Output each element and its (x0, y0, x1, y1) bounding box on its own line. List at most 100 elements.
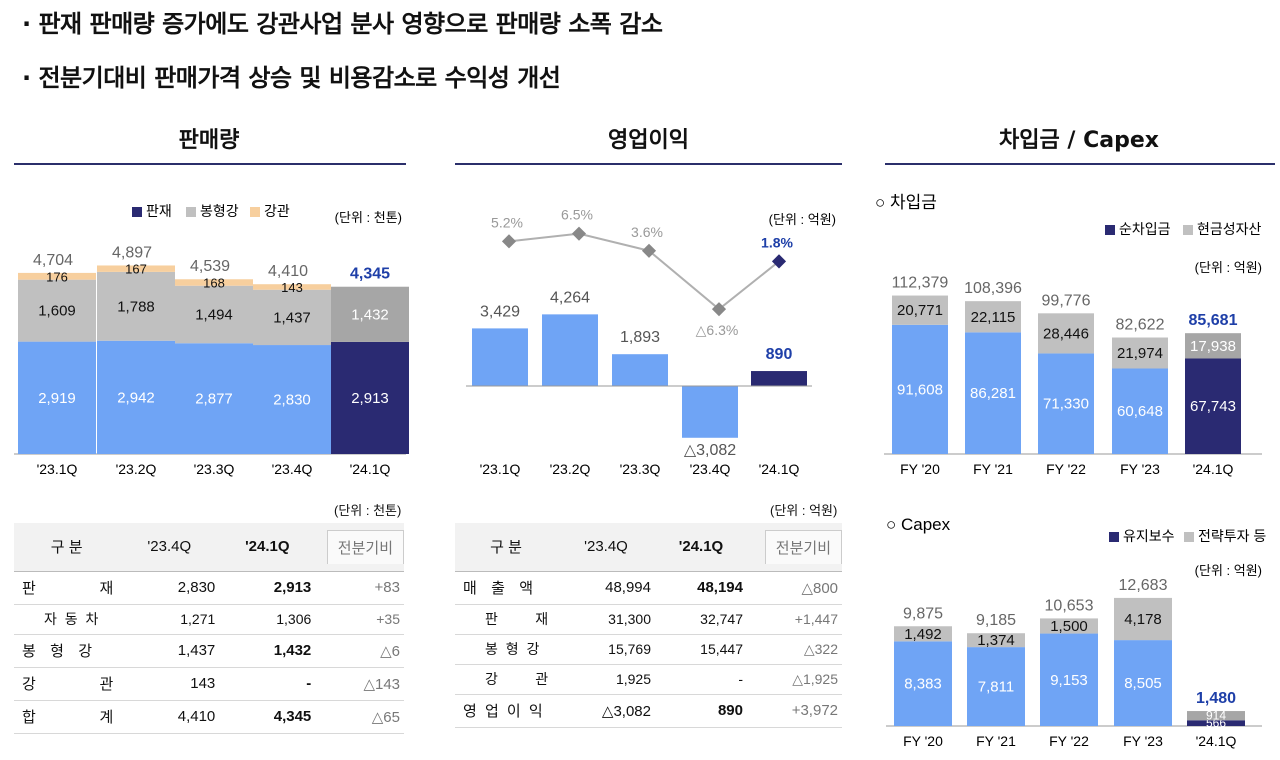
debt-bar-4-0 (1185, 358, 1241, 454)
sales-seg-label-2-2: 168 (203, 275, 225, 290)
debt-unit: (단위 : 억원) (1195, 260, 1262, 275)
header-cmp: 전분기비 (326, 529, 404, 564)
capex-total-0: 9,875 (903, 605, 943, 622)
debt-seg-label-2-0: 71,330 (1043, 396, 1089, 413)
table-row: 판 재 2,830 2,913 +83 (14, 571, 404, 605)
capex-bar-2-1 (1040, 618, 1098, 634)
debt-total-4: 85,681 (1189, 312, 1238, 329)
sales-legend-section-swatch (186, 207, 196, 217)
capex-seg-label-1-1: 1,374 (977, 632, 1015, 649)
op-x-tick-0: '23.1Q (480, 461, 521, 477)
debt-x-tick-2: FY '22 (1046, 461, 1086, 477)
capex-x-tick-4: '24.1Q (1196, 733, 1237, 749)
sales-bar-2-1 (175, 285, 253, 344)
sales-bar-1-0 (97, 340, 175, 454)
op-x-tick-1: '23.2Q (550, 461, 591, 477)
sales-x-tick-2: '23.3Q (194, 461, 235, 477)
bullet-2: · 전분기대비 판매가격 상승 및 비용감소로 수익성 개선 (22, 64, 561, 92)
row-cmp: +3,972 (747, 694, 842, 728)
debt-heading: ○ 차입금 (875, 193, 937, 212)
row-cur: - (219, 667, 316, 701)
header-cur: '24.1Q (655, 523, 747, 572)
row-label: 매 출 액 (455, 571, 557, 605)
row-prev: △3,082 (557, 694, 655, 728)
row-cmp: △800 (747, 571, 842, 605)
op-value-label-2: 1,893 (620, 329, 660, 346)
row-prev: 4,410 (119, 700, 220, 734)
capex-bar-4-1 (1187, 711, 1245, 721)
row-prev: 1,271 (119, 604, 220, 635)
debt-total-0: 112,379 (892, 275, 949, 292)
sales-x-tick-4: '24.1Q (350, 461, 391, 477)
row-cmp: +35 (315, 604, 404, 635)
capex-legend-strategic-label: 전략투자 등 (1198, 528, 1266, 544)
op-value-label-3: △3,082 (684, 442, 736, 459)
capex-legend-strategic-swatch (1184, 532, 1194, 542)
sales-bar-1-2 (97, 265, 175, 272)
sales-legend-plate-label: 판재 (146, 203, 172, 219)
capex-bar-2-0 (1040, 633, 1098, 726)
debt-bar-2-0 (1038, 353, 1094, 454)
section-title-op: 영업이익 (608, 128, 689, 153)
debt-x-tick-1: FY '21 (973, 461, 1013, 477)
sales-total-3: 4,410 (268, 263, 308, 280)
row-label: 강 관 (14, 667, 120, 701)
sales-seg-label-4-0: 2,913 (351, 390, 389, 407)
capex-seg-label-4-1: 914 (1206, 709, 1226, 723)
row-label: 판 재 (455, 604, 557, 635)
op-margin-point-1 (571, 226, 587, 241)
op-margin-label-1: 6.5% (561, 207, 593, 223)
sales-bar-3-0 (253, 345, 331, 454)
op-table: 구 분 '23.4Q '24.1Q 전분기비 매 출 액 48,994 48,194… (455, 523, 842, 728)
row-label: 봉 형 강 (14, 634, 120, 668)
debt-seg-label-3-0: 60,648 (1117, 403, 1163, 420)
debt-bar-0-0 (892, 324, 948, 454)
capex-seg-label-2-1: 1,500 (1050, 618, 1088, 635)
sales-x-tick-3: '23.4Q (272, 461, 313, 477)
debt-bar-1-1 (965, 301, 1021, 333)
table-row: 봉 형 강 15,769 15,447 △322 (455, 634, 842, 665)
capex-seg-label-1-0: 7,811 (978, 679, 1014, 696)
debt-legend-net-swatch (1105, 225, 1115, 235)
debt-seg-label-1-0: 86,281 (970, 385, 1016, 402)
op-margin-point-2 (641, 243, 657, 258)
capex-total-2: 10,653 (1045, 597, 1094, 614)
row-cur: 890 (655, 694, 747, 728)
table-row: 판 재 31,300 32,747 +1,447 (455, 604, 842, 635)
row-prev: 1,925 (557, 664, 655, 695)
op-margin-label-3: △6.3% (696, 322, 739, 338)
capex-total-4: 1,480 (1196, 690, 1236, 707)
row-cur: 1,432 (219, 634, 316, 668)
capex-unit: (단위 : 억원) (1195, 563, 1262, 578)
header-prev: '23.4Q (557, 523, 655, 572)
debt-bar-3-1 (1112, 337, 1168, 369)
row-prev: 15,769 (557, 634, 655, 665)
debt-legend-cash-swatch (1183, 225, 1193, 235)
sales-bar-0-0 (18, 341, 96, 454)
op-table-header: 구 분 '23.4Q '24.1Q 전분기비 (455, 523, 842, 572)
capex-x-tick-3: FY '23 (1123, 733, 1163, 749)
table-row: 영 업 이 익 △3,082 890 +3,972 (455, 694, 842, 728)
section-title-debt: 차입금 / Capex (999, 128, 1159, 153)
sales-bar-4-1 (331, 286, 409, 342)
capex-seg-label-2-0: 9,153 (1050, 672, 1088, 689)
op-bar-0 (472, 328, 528, 386)
sales-legend-pipe-label: 강관 (264, 203, 290, 219)
debt-legend-cash-label: 현금성자산 (1197, 221, 1262, 237)
capex-bar-1-1 (967, 633, 1025, 648)
op-margin-label-0: 5.2% (491, 214, 523, 230)
op-margin-label-2: 3.6% (631, 224, 663, 240)
row-cmp: +1,447 (747, 604, 842, 635)
row-cmp: △65 (315, 700, 404, 734)
debt-bar-3-0 (1112, 368, 1168, 454)
capex-legend-maint-label: 유지보수 (1123, 528, 1175, 544)
debt-total-3: 82,622 (1116, 317, 1165, 334)
op-margin-label-4: 1.8% (761, 234, 793, 250)
capex-bar-3-1 (1114, 597, 1172, 641)
row-label: 영 업 이 익 (455, 694, 557, 728)
row-cur: 4,345 (219, 700, 316, 734)
capex-bar-3-0 (1114, 640, 1172, 726)
table-row: 강 관 1,925- △1,925 (455, 664, 842, 695)
capex-x-tick-2: FY '22 (1049, 733, 1089, 749)
sales-total-2: 4,539 (190, 258, 230, 275)
